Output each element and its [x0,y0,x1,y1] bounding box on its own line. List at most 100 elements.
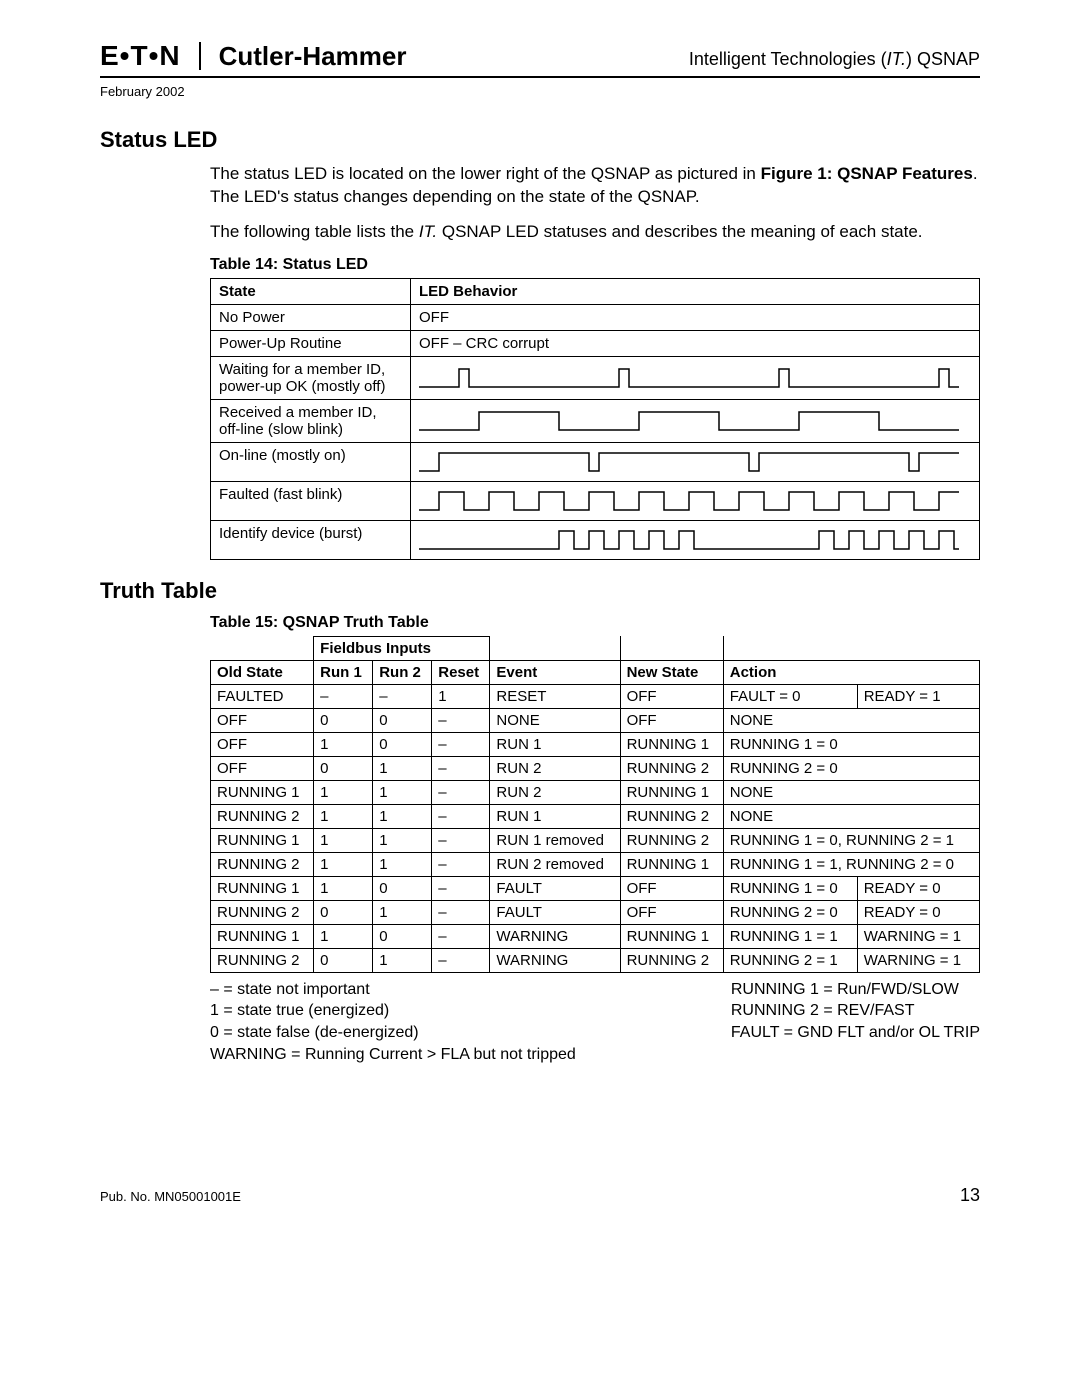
legend-line: FAULT = GND FLT and/or OL TRIP [731,1022,980,1044]
cell: RUNNING 1 = 1, RUNNING 2 = 0 [723,852,979,876]
cell: – [432,732,490,756]
legend-line: RUNNING 2 = REV/FAST [731,1000,980,1022]
cell: RUNNING 1 [211,924,314,948]
cell: 1 [373,780,432,804]
cell-state: Identify device (burst) [211,520,411,559]
cell: RUNNING 1 [620,924,723,948]
status-led-para1: The status LED is located on the lower r… [100,163,980,209]
section-status-led-title: Status LED [100,127,980,153]
cell: RUNNING 1 = 0 [723,732,979,756]
cell: 1 [314,828,373,852]
table-row: Faulted (fast blink) [211,481,980,520]
cell-state: On-line (mostly on) [211,442,411,481]
cell-behavior [411,442,980,481]
empty-header [490,636,620,660]
cell: RUNNING 1 [620,852,723,876]
cell: RUNNING 1 [620,732,723,756]
col-behavior: LED Behavior [411,278,980,304]
col-header: Run 1 [314,660,373,684]
table-row: RUNNING 111–RUN 2RUNNING 1NONE [211,780,980,804]
cell: 1 [373,948,432,972]
cell: 1 [373,804,432,828]
cell: 0 [373,924,432,948]
cell: RUNNING 2 [211,948,314,972]
table-row: OFF10–RUN 1RUNNING 1RUNNING 1 = 0 [211,732,980,756]
cell: NONE [723,780,979,804]
cell: RUNNING 2 [211,804,314,828]
table-row: FAULTED––1RESETOFFFAULT = 0READY = 1 [211,684,980,708]
table-row: State LED Behavior [211,278,980,304]
cell: 0 [314,900,373,924]
cell: RUNNING 2 [620,804,723,828]
cell: WARNING [490,948,620,972]
table-row: Power-Up RoutineOFF – CRC corrupt [211,330,980,356]
cell: – [314,684,373,708]
cell-state: Faulted (fast blink) [211,481,411,520]
table-truth: Fieldbus Inputs Old StateRun 1Run 2Reset… [210,636,980,973]
cell: RUN 1 [490,732,620,756]
col-header: Event [490,660,620,684]
cell: 0 [314,948,373,972]
header-rule [100,76,980,78]
legend-line: 0 = state false (de-energized) [210,1022,576,1044]
table-row: RUNNING 211–RUN 1RUNNING 2NONE [211,804,980,828]
cell: – [432,924,490,948]
cell: 1 [314,924,373,948]
table-row: On-line (mostly on) [211,442,980,481]
product-line-prefix: Intelligent Technologies ( [689,49,887,69]
para2-it: IT. [419,222,437,241]
page-number: 13 [960,1185,980,1206]
table-row: Received a member ID, off-line (slow bli… [211,399,980,442]
empty-header [620,636,723,660]
cell: – [432,708,490,732]
cell: NONE [723,708,979,732]
cell: READY = 0 [857,876,979,900]
cell-state: Received a member ID, off-line (slow bli… [211,399,411,442]
cell: 0 [373,708,432,732]
col-header: Action [723,660,979,684]
cell: READY = 0 [857,900,979,924]
cell: 1 [314,852,373,876]
cell: RESET [490,684,620,708]
cell: RUNNING 1 = 0 [723,876,857,900]
empty-header [211,636,314,660]
cell: WARNING = 1 [857,948,979,972]
logo-separator [199,42,201,70]
cell: NONE [723,804,979,828]
table-row: RUNNING 111–RUN 1 removedRUNNING 2RUNNIN… [211,828,980,852]
table-row: OFF00–NONEOFFNONE [211,708,980,732]
cell: – [432,756,490,780]
table-row: RUNNING 211–RUN 2 removedRUNNING 1RUNNIN… [211,852,980,876]
truth-table-legend: – = state not important1 = state true (e… [210,979,980,1065]
cell: RUNNING 2 [211,900,314,924]
cell: RUNNING 1 [211,876,314,900]
cell: RUNNING 1 = 1 [723,924,857,948]
cell: – [432,828,490,852]
cell: – [432,948,490,972]
header-left: E•T•N Cutler-Hammer [100,40,406,72]
para2-b: QSNAP LED statuses and describes the mea… [437,222,922,241]
pub-number: Pub. No. MN05001001E [100,1189,241,1204]
cell: RUNNING 2 [620,828,723,852]
cell: RUNNING 2 [620,948,723,972]
table-row: Waiting for a member ID, power-up OK (mo… [211,356,980,399]
cell: RUN 2 [490,756,620,780]
cell: OFF [620,684,723,708]
para2-a: The following table lists the [210,222,419,241]
cell: 0 [314,708,373,732]
col-state: State [211,278,411,304]
cell: RUNNING 2 = 0 [723,900,857,924]
cell: WARNING = 1 [857,924,979,948]
table-row: Identify device (burst) [211,520,980,559]
table-row: RUNNING 201–FAULTOFFRUNNING 2 = 0READY =… [211,900,980,924]
table-row: Fieldbus Inputs [211,636,980,660]
table-row: RUNNING 201–WARNINGRUNNING 2RUNNING 2 = … [211,948,980,972]
table-status-led: State LED Behavior No PowerOFFPower-Up R… [210,278,980,560]
col-header: Run 2 [373,660,432,684]
table15-caption: Table 15: QSNAP Truth Table [100,614,980,632]
cell: RUN 2 removed [490,852,620,876]
col-header: New State [620,660,723,684]
table-row: RUNNING 110–FAULTOFFRUNNING 1 = 0READY =… [211,876,980,900]
cell: 1 [373,756,432,780]
cell-behavior [411,356,980,399]
